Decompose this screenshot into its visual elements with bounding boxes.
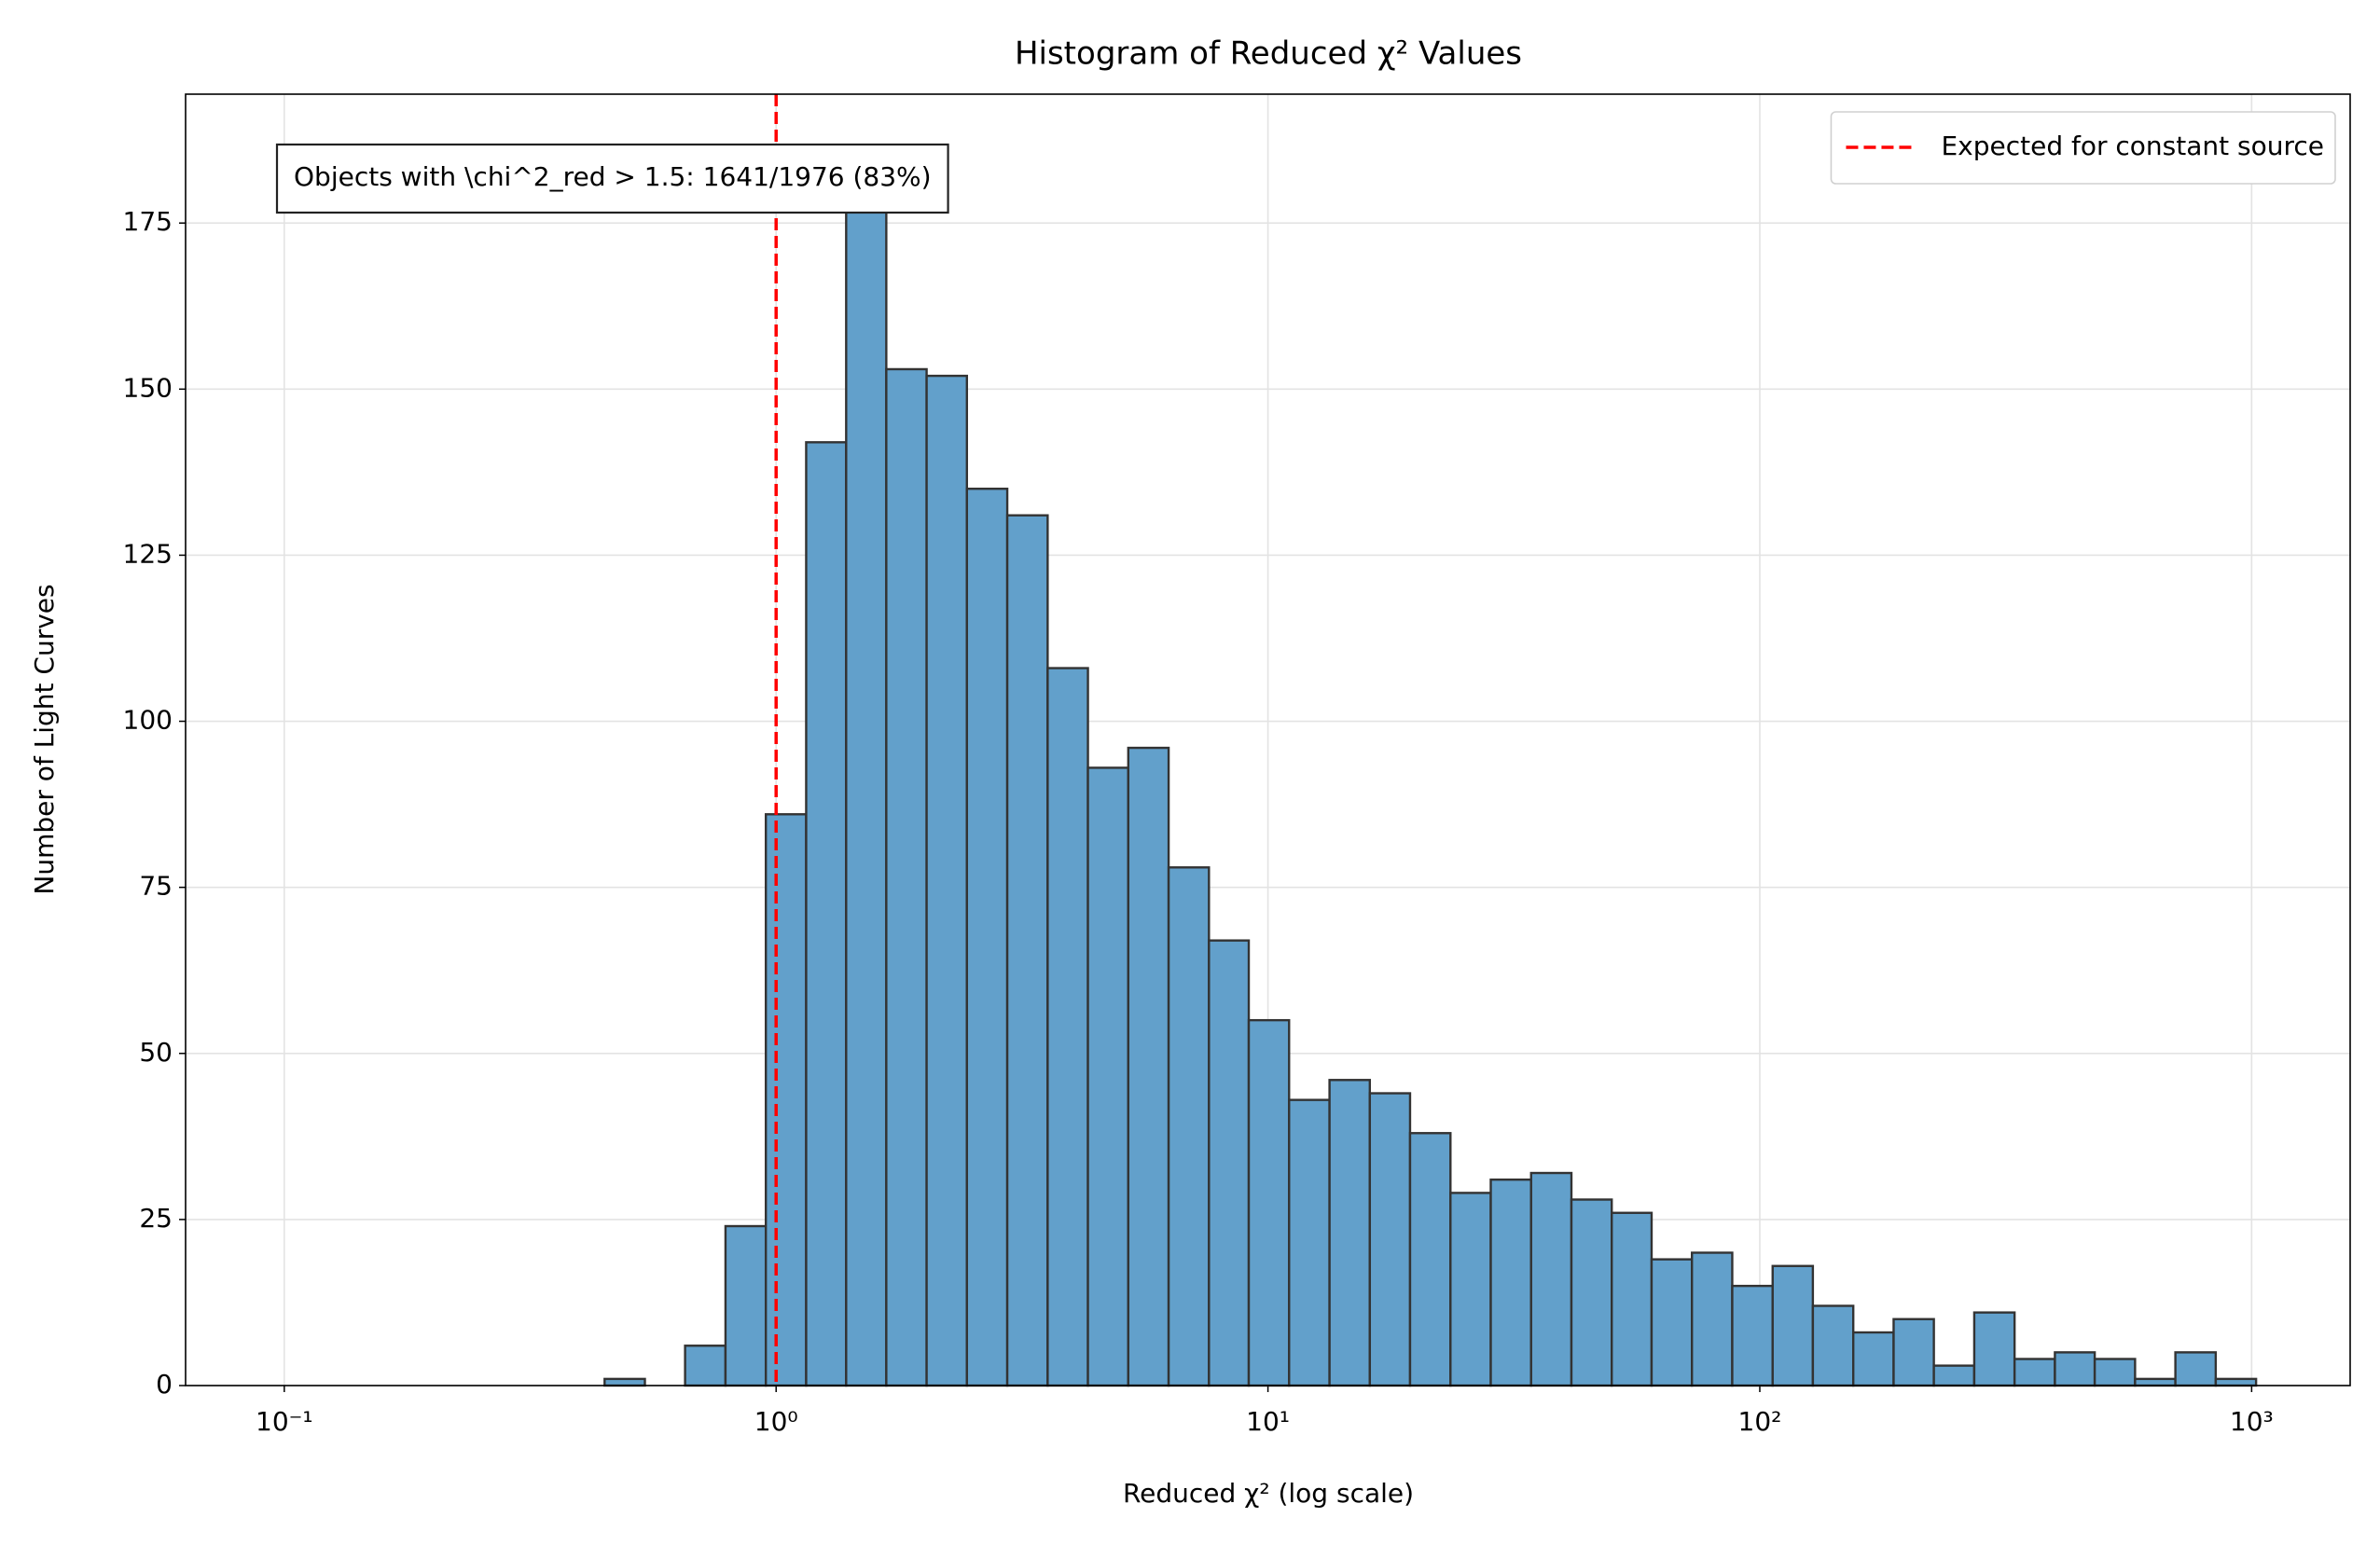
chart-title: Histogram of Reduced χ² Values bbox=[1015, 35, 1522, 73]
bar bbox=[1972, 1311, 2016, 1387]
bar bbox=[2214, 1377, 2258, 1387]
annotation: Objects with \chi^2_red > 1.5: 1641/1976… bbox=[294, 161, 932, 192]
y-tick-label: 50 bbox=[139, 1037, 173, 1068]
bar bbox=[1489, 1178, 1532, 1387]
x-tick-label: 10² bbox=[1738, 1406, 1782, 1437]
bar bbox=[1691, 1251, 1734, 1387]
y-tick-label: 75 bbox=[139, 871, 173, 902]
bar bbox=[724, 1224, 768, 1387]
annotation-box bbox=[275, 143, 949, 214]
y-tick-label: 175 bbox=[123, 206, 173, 237]
y-tick-label: 150 bbox=[123, 372, 173, 403]
bar bbox=[965, 487, 1009, 1387]
bar bbox=[1611, 1211, 1654, 1387]
bar bbox=[1771, 1264, 1815, 1387]
legend-box bbox=[1830, 111, 2336, 185]
bar bbox=[1811, 1304, 1855, 1387]
bar bbox=[2174, 1351, 2218, 1387]
bar bbox=[1852, 1331, 1895, 1387]
y-tick-label: 125 bbox=[123, 538, 173, 569]
bar bbox=[764, 813, 808, 1387]
bar bbox=[845, 155, 888, 1387]
y-tick-label: 100 bbox=[123, 705, 173, 736]
bar bbox=[1892, 1317, 1935, 1387]
bar bbox=[1529, 1171, 1573, 1387]
y-tick-label: 25 bbox=[139, 1203, 173, 1234]
x-axis-label: Reduced χ² (log scale) bbox=[1123, 1478, 1414, 1509]
bar bbox=[1127, 746, 1170, 1387]
bar bbox=[885, 367, 928, 1387]
bar bbox=[1288, 1098, 1331, 1387]
bar bbox=[1449, 1192, 1492, 1387]
bar bbox=[2134, 1377, 2177, 1387]
bar bbox=[2013, 1358, 2056, 1387]
x-tick-label: 10³ bbox=[2230, 1406, 2274, 1437]
bar bbox=[603, 1377, 646, 1387]
bar bbox=[1046, 667, 1089, 1387]
y-axis-label: Number of Light Curves bbox=[29, 584, 60, 894]
x-tick-label: 10⁻¹ bbox=[256, 1406, 313, 1437]
bar bbox=[1328, 1079, 1372, 1387]
bar bbox=[1368, 1092, 1412, 1387]
axes-frame bbox=[185, 93, 2351, 1386]
bar bbox=[1408, 1132, 1452, 1387]
bar bbox=[1208, 939, 1251, 1387]
bar bbox=[805, 441, 848, 1387]
bar bbox=[1247, 1018, 1291, 1387]
bar bbox=[1932, 1364, 1976, 1387]
legend-label: Expected for constant source bbox=[1941, 131, 2324, 161]
bar bbox=[684, 1345, 727, 1387]
bar bbox=[1731, 1284, 1774, 1387]
bar bbox=[1086, 766, 1130, 1387]
bar bbox=[925, 374, 968, 1387]
y-tick-label: 0 bbox=[156, 1369, 173, 1400]
bar bbox=[1570, 1198, 1613, 1387]
bar bbox=[1650, 1258, 1694, 1387]
bar bbox=[1005, 514, 1049, 1387]
bar bbox=[1167, 866, 1211, 1387]
x-tick-label: 10¹ bbox=[1246, 1406, 1290, 1437]
x-tick-label: 10⁰ bbox=[754, 1406, 798, 1437]
bar bbox=[2054, 1351, 2096, 1387]
bar bbox=[2093, 1358, 2137, 1387]
